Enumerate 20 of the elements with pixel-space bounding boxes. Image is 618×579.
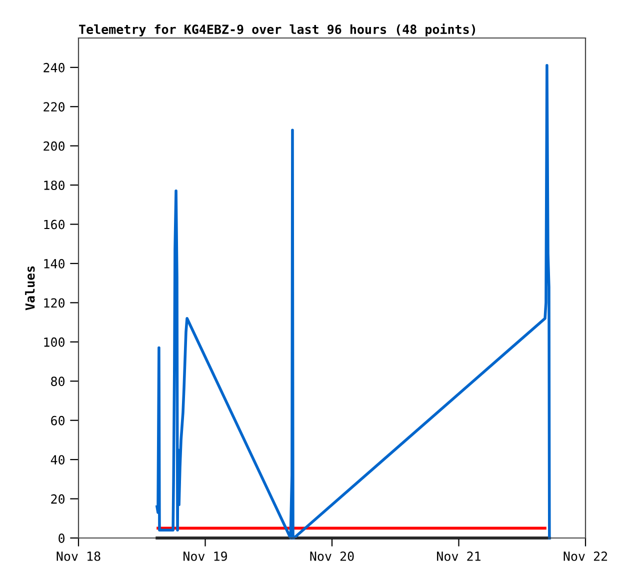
chart-title: Telemetry for KG4EBZ-9 over last 96 hours (48 points) — [79, 24, 476, 36]
y-tick-label: 0 — [58, 534, 64, 543]
y-tick-label: 40 — [50, 455, 64, 465]
y-tick-label: 180 — [44, 180, 64, 190]
y-tick-label: 120 — [44, 298, 64, 308]
y-tick-label: 140 — [44, 258, 64, 268]
y-tick-label: 80 — [51, 376, 64, 386]
x-tick-label: Nov 22 — [564, 551, 608, 561]
y-tick-label: 20 — [51, 494, 64, 504]
x-tick-label: Nov 20 — [310, 551, 354, 561]
y-tick-label: 240 — [44, 62, 64, 72]
y-tick-label: 160 — [44, 220, 64, 230]
y-tick-label: 100 — [44, 337, 64, 347]
y-tick-label: 60 — [51, 416, 64, 426]
x-tick-label: Nov 21 — [437, 551, 480, 561]
y-axis-title: Values — [25, 266, 35, 310]
x-tick-label: Nov 18 — [56, 551, 100, 561]
y-tick-label: 220 — [44, 102, 64, 112]
y-tick-label: 200 — [44, 141, 64, 151]
x-tick-label: Nov 19 — [184, 551, 227, 561]
